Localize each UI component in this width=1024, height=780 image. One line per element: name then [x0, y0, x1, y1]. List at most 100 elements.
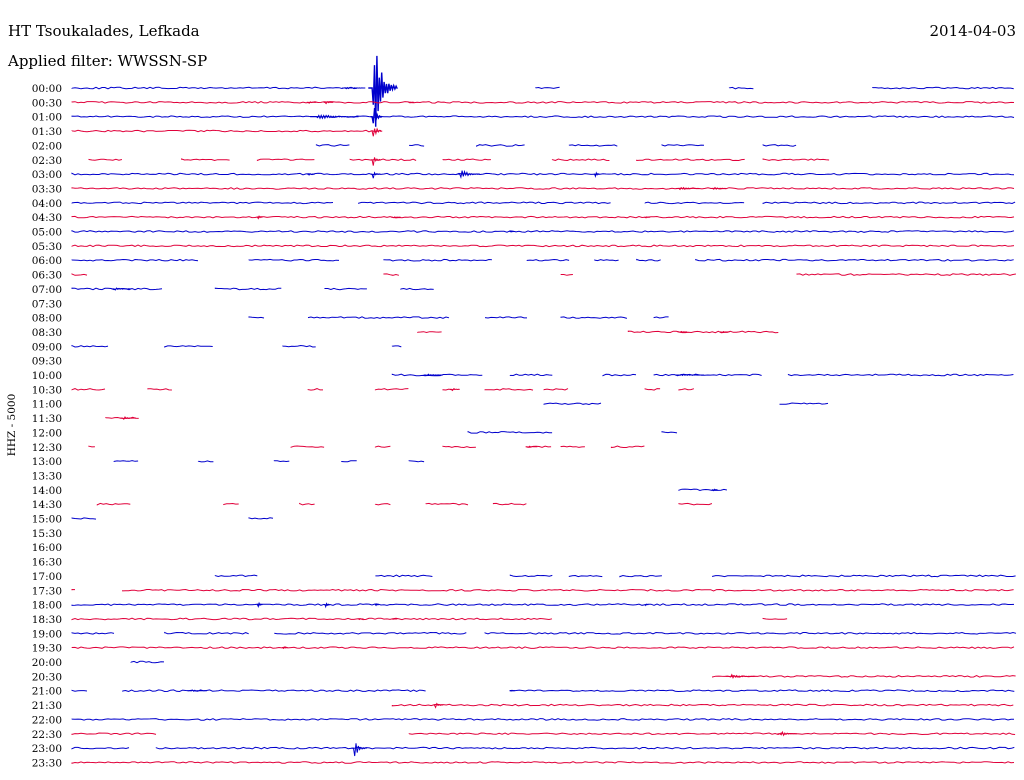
- trace-segment: [324, 287, 367, 291]
- trace-segment: [71, 215, 1015, 219]
- seismic-event: [256, 601, 263, 608]
- trace-segment: [223, 502, 239, 506]
- trace-segment: [155, 746, 1015, 750]
- seismic-event: [368, 55, 398, 127]
- trace-segment: [509, 574, 553, 578]
- trace-row: [130, 660, 165, 664]
- trace-segment: [375, 574, 433, 578]
- date-label: 2014-04-03: [930, 22, 1016, 40]
- trace-row: [678, 488, 727, 492]
- trace-row: [467, 430, 678, 434]
- tick-label: 06:00: [32, 255, 62, 267]
- trace-row: [71, 108, 1015, 124]
- tick-label: 01:30: [32, 126, 62, 138]
- trace-row: [543, 402, 829, 406]
- trace-segment: [560, 316, 628, 319]
- trace-segment: [762, 158, 830, 162]
- seismic-traces: [71, 55, 1017, 764]
- trace-segment: [71, 273, 88, 276]
- tick-label: 12:30: [32, 442, 62, 454]
- trace-segment: [425, 502, 469, 506]
- trace-segment: [299, 502, 315, 506]
- trace-segment: [619, 574, 662, 578]
- tick-label: 17:30: [32, 585, 62, 597]
- trace-segment: [484, 388, 534, 391]
- trace-segment: [71, 187, 1015, 190]
- trace-row: [71, 215, 1015, 220]
- trace-row: [417, 330, 779, 334]
- trace-segment: [71, 86, 358, 90]
- seismic-event: [408, 101, 415, 104]
- trace-row: [71, 388, 695, 392]
- trace-segment: [122, 689, 426, 693]
- tick-label: 12:00: [32, 427, 62, 439]
- trace-row: [71, 761, 1015, 764]
- tick-label: 13:30: [32, 470, 62, 482]
- trace-segment: [147, 388, 172, 391]
- trace-segment: [71, 588, 76, 591]
- trace-segment: [307, 388, 323, 391]
- trace-segment: [476, 144, 525, 147]
- trace-segment: [341, 460, 357, 463]
- trace-segment: [71, 517, 97, 520]
- trace-segment: [509, 373, 553, 377]
- trace-segment: [535, 86, 560, 90]
- y-axis-label: HHZ - 5000: [6, 394, 18, 457]
- seismic-event: [433, 702, 443, 709]
- trace-segment: [71, 129, 382, 133]
- trace-segment: [762, 201, 1016, 205]
- tick-label: 06:30: [32, 270, 62, 282]
- trace-segment: [71, 201, 334, 205]
- tick-label: 17:00: [32, 571, 62, 583]
- trace-row: [71, 689, 1015, 693]
- trace-row: [71, 646, 1015, 650]
- trace-segment: [712, 574, 1016, 578]
- tick-label: 21:00: [32, 686, 62, 698]
- seismic-event: [593, 171, 600, 178]
- trace-segment: [71, 603, 1015, 606]
- trace-segment: [71, 689, 88, 692]
- trace-segment: [214, 287, 282, 291]
- trace-segment: [661, 144, 705, 147]
- tick-label: 22:00: [32, 714, 62, 726]
- trace-segment: [71, 732, 157, 736]
- trace-segment: [391, 703, 1014, 707]
- trace-segment: [122, 588, 1014, 592]
- tick-label: 13:00: [32, 456, 62, 468]
- seismic-event: [675, 186, 700, 191]
- seismic-event: [777, 730, 797, 737]
- tick-label: 14:00: [32, 485, 62, 497]
- trace-segment: [164, 345, 213, 348]
- seismic-event: [711, 488, 718, 492]
- trace-segment: [88, 158, 123, 161]
- tick-label: 08:30: [32, 327, 62, 339]
- trace-segment: [164, 631, 249, 635]
- trace-segment: [467, 430, 553, 434]
- trace-segment: [712, 675, 1016, 678]
- trace-segment: [678, 388, 695, 391]
- trace-row: [71, 287, 434, 291]
- trace-row: [88, 157, 830, 166]
- trace-segment: [409, 144, 425, 147]
- trace-segment: [71, 244, 1015, 248]
- trace-segment: [214, 574, 258, 578]
- tick-label: 08:00: [32, 313, 62, 325]
- seismic-event: [370, 171, 381, 179]
- seismic-event: [342, 86, 366, 90]
- trace-row: [71, 617, 788, 621]
- seismic-event: [677, 330, 688, 333]
- trace-segment: [391, 345, 402, 348]
- trace-segment: [653, 373, 762, 377]
- tick-label: 05:00: [32, 227, 62, 239]
- seismic-event: [306, 101, 317, 104]
- tick-label: 10:30: [32, 384, 62, 396]
- seismic-event: [370, 108, 383, 124]
- trace-row: [71, 730, 1016, 737]
- tick-label: 19:30: [32, 643, 62, 655]
- trace-row: [71, 273, 1016, 276]
- trace-segment: [509, 689, 1015, 693]
- trace-segment: [256, 158, 315, 162]
- trace-segment: [678, 488, 727, 492]
- tick-label: 15:00: [32, 514, 62, 526]
- tick-label: 18:30: [32, 614, 62, 626]
